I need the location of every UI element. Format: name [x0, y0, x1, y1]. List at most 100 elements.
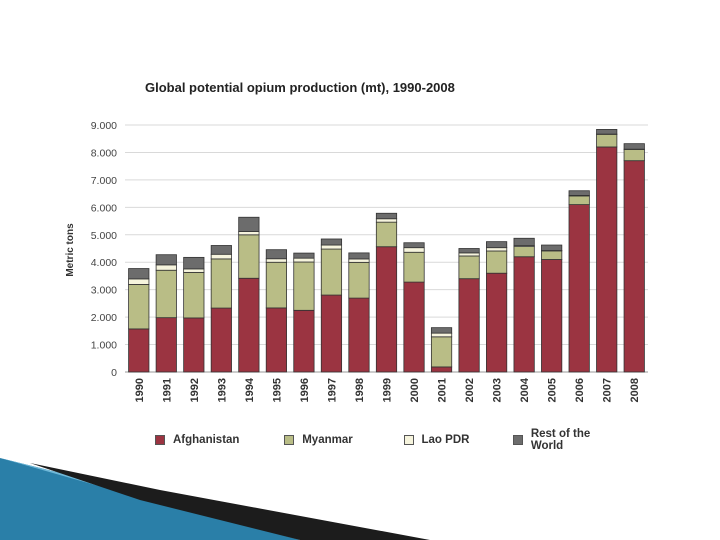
bar-segment-rest-of-the-world	[266, 250, 286, 259]
bar-segment-afghanistan	[404, 282, 424, 372]
bar-segment-afghanistan	[514, 257, 534, 372]
bar-segment-myanmar	[459, 256, 479, 279]
bar-segment-afghanistan	[184, 318, 204, 372]
bar-segment-rest-of-the-world	[211, 245, 231, 254]
y-tick-label: 3.000	[91, 285, 117, 297]
legend-label: Lao PDR	[422, 434, 470, 446]
y-tick-label: 4.000	[91, 257, 117, 269]
x-tick-label: 2002	[464, 378, 476, 402]
y-tick-label: 7.000	[91, 175, 117, 187]
bar-segment-rest-of-the-world	[459, 249, 479, 253]
bar-segment-afghanistan	[266, 308, 286, 372]
bar-segment-afghanistan	[349, 298, 369, 372]
bar-segment-lao-pdr	[349, 259, 369, 262]
bar-segment-lao-pdr	[404, 248, 424, 253]
bar-segment-afghanistan	[156, 318, 176, 372]
bar-segment-afghanistan	[541, 259, 561, 372]
bar-segment-rest-of-the-world	[129, 269, 149, 279]
y-tick-label: 8.000	[91, 147, 117, 159]
bar-segment-lao-pdr	[321, 245, 341, 249]
bar-segment-myanmar	[156, 270, 176, 317]
bar-segment-lao-pdr	[486, 248, 506, 251]
x-tick-label: 1997	[326, 378, 338, 402]
y-tick-label: 6.000	[91, 202, 117, 214]
bar-segment-myanmar	[266, 262, 286, 308]
bar-segment-afghanistan	[597, 147, 617, 372]
stacked-bar-chart: 01.0002.0003.0004.0005.0006.0007.0008.00…	[0, 0, 720, 540]
bar-segment-rest-of-the-world	[376, 213, 396, 218]
legend-label: Myanmar	[302, 434, 353, 446]
legend-label: Rest of the World	[531, 428, 625, 452]
y-tick-label: 1.000	[91, 340, 117, 352]
bar-segment-rest-of-the-world	[404, 243, 424, 248]
bar-segment-myanmar	[211, 259, 231, 308]
x-tick-label: 1992	[189, 378, 201, 402]
x-tick-label: 2000	[409, 378, 421, 402]
bar-segment-rest-of-the-world	[321, 239, 341, 245]
x-tick-label: 1998	[354, 378, 366, 402]
bar-segment-rest-of-the-world	[514, 238, 534, 245]
y-tick-label: 9.000	[91, 120, 117, 132]
bar-segment-myanmar	[404, 252, 424, 282]
bar-segment-rest-of-the-world	[569, 191, 589, 196]
bar-segment-afghanistan	[486, 273, 506, 372]
bar-segment-myanmar	[431, 337, 451, 367]
bar-segment-afghanistan	[376, 247, 396, 372]
x-tick-label: 1996	[299, 378, 311, 402]
bar-segment-rest-of-the-world	[294, 253, 314, 258]
legend-swatch	[513, 435, 523, 445]
legend-swatch	[404, 435, 414, 445]
bar-segment-afghanistan	[129, 329, 149, 372]
bar-segment-afghanistan	[431, 367, 451, 372]
bar-segment-rest-of-the-world	[239, 217, 259, 231]
legend-swatch	[284, 435, 294, 445]
legend-item: Rest of the World	[513, 428, 625, 452]
x-tick-label: 1991	[161, 378, 173, 402]
x-tick-label: 2004	[519, 377, 531, 402]
y-tick-label: 5.000	[91, 230, 117, 242]
bar-segment-rest-of-the-world	[541, 245, 561, 250]
bar-segment-myanmar	[624, 149, 644, 160]
bar-segment-lao-pdr	[239, 232, 259, 235]
x-tick-label: 2007	[602, 378, 614, 402]
legend-label: Afghanistan	[173, 434, 239, 446]
x-tick-label: 2005	[547, 378, 559, 402]
bar-segment-lao-pdr	[184, 269, 204, 272]
bar-segment-rest-of-the-world	[156, 255, 176, 265]
bar-segment-myanmar	[376, 222, 396, 247]
bar-segment-myanmar	[239, 235, 259, 278]
bar-layer	[129, 129, 645, 372]
bar-segment-myanmar	[569, 196, 589, 205]
bar-segment-afghanistan	[569, 205, 589, 372]
x-tick-label: 2008	[629, 378, 641, 402]
bar-segment-rest-of-the-world	[486, 242, 506, 248]
bar-segment-rest-of-the-world	[431, 328, 451, 333]
x-tick-label: 1999	[382, 378, 394, 402]
legend-item: Afghanistan	[155, 428, 254, 452]
x-tick-label: 2006	[574, 378, 586, 402]
bar-segment-afghanistan	[294, 310, 314, 372]
bar-segment-rest-of-the-world	[624, 144, 644, 149]
bar-segment-lao-pdr	[294, 258, 314, 262]
y-axis-label: Metric tons	[65, 223, 76, 277]
x-tick-label: 2001	[437, 378, 449, 402]
bar-segment-lao-pdr	[376, 219, 396, 222]
chart-legend: Afghanistan Myanmar Lao PDR Rest of the Wor…	[155, 428, 655, 452]
x-tick-label: 2003	[492, 378, 504, 402]
legend-item: Lao PDR	[404, 428, 483, 452]
bar-segment-myanmar	[321, 249, 341, 295]
bar-segment-lao-pdr	[129, 279, 149, 285]
bar-segment-afghanistan	[239, 278, 259, 372]
y-tick-label: 2.000	[91, 312, 117, 324]
x-tick-label: 1995	[271, 378, 283, 402]
bar-segment-lao-pdr	[211, 254, 231, 259]
bar-segment-myanmar	[349, 262, 369, 298]
bar-segment-myanmar	[184, 272, 204, 318]
bar-segment-rest-of-the-world	[597, 129, 617, 134]
bar-segment-myanmar	[486, 251, 506, 273]
bar-segment-lao-pdr	[431, 333, 451, 337]
x-tick-label: 1993	[216, 378, 228, 402]
bar-segment-myanmar	[514, 247, 534, 257]
bar-segment-myanmar	[597, 134, 617, 147]
bar-segment-lao-pdr	[459, 253, 479, 256]
